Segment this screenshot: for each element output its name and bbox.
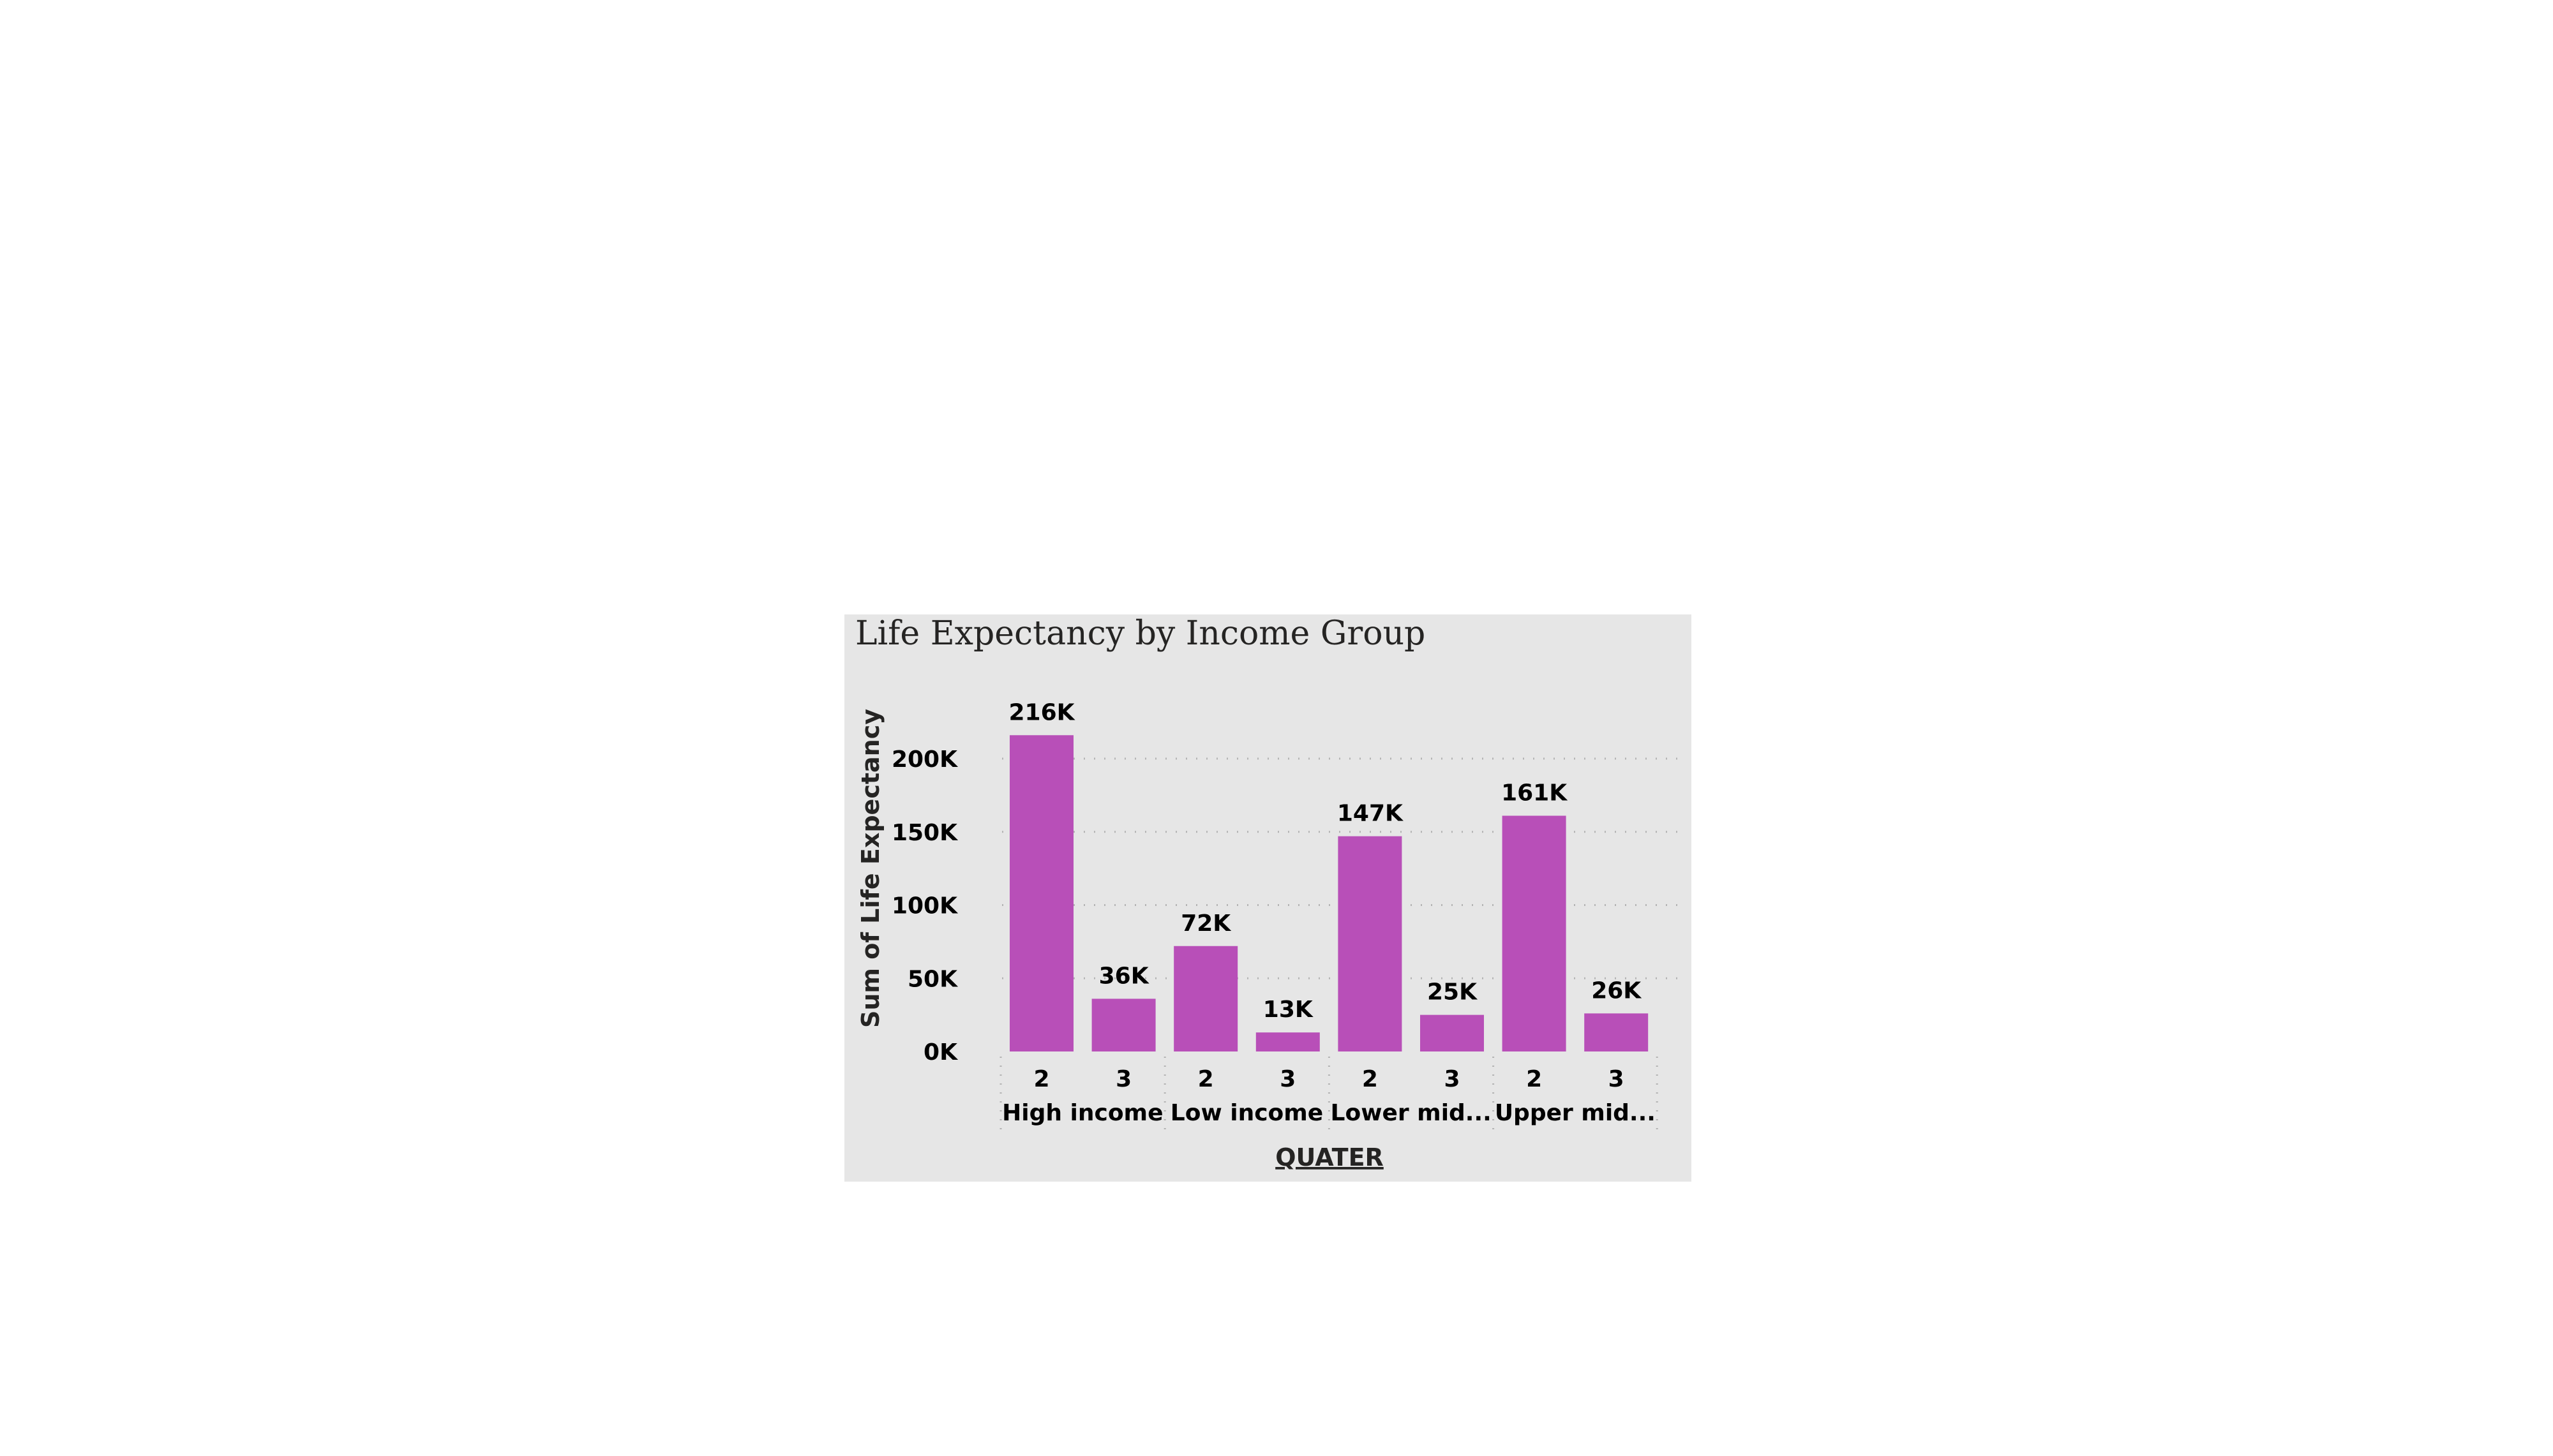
x-group-label: Upper mid... <box>1495 1100 1656 1126</box>
bar[interactable] <box>1502 815 1566 1051</box>
x-group-label: Lower mid... <box>1331 1100 1492 1126</box>
gridlines <box>1002 757 1684 979</box>
data-label: 147K <box>1337 801 1404 827</box>
x-tick-label: 3 <box>1280 1066 1296 1092</box>
bar[interactable] <box>1255 1032 1320 1051</box>
bar[interactable] <box>1010 735 1074 1051</box>
data-label: 161K <box>1501 780 1568 806</box>
y-axis: 0K 50K 100K 150K 200K <box>892 747 958 1066</box>
x-tick-label: 2 <box>1362 1066 1378 1092</box>
y-tick-label: 50K <box>908 966 958 992</box>
x-axis: 2 3 High income 2 3 Low income 2 3 Lower mid... 2… <box>1002 1066 1656 1126</box>
bar[interactable] <box>1174 946 1238 1051</box>
data-label: 36K <box>1099 963 1149 989</box>
y-tick-label: 200K <box>892 747 958 773</box>
data-label: 72K <box>1181 910 1231 937</box>
chart-visual[interactable]: Life Expectancy by Income Group 216K 36K 7… <box>844 614 1691 1182</box>
x-group-label: Low income <box>1171 1100 1323 1126</box>
x-tick-label: 3 <box>1444 1066 1460 1092</box>
bar[interactable] <box>1420 1014 1484 1051</box>
data-label: 216K <box>1008 699 1075 725</box>
x-tick-label: 3 <box>1608 1066 1624 1092</box>
x-tick-label: 2 <box>1526 1066 1542 1092</box>
chart-title: Life Expectancy by Income Group <box>855 614 1426 653</box>
data-label: 13K <box>1263 997 1314 1023</box>
bar[interactable] <box>1584 1013 1649 1051</box>
bar[interactable] <box>1091 999 1156 1051</box>
bar-chart: 216K 36K 72K 13K 147K 25K 161K 26K 0K 50K 100K 150… <box>857 699 1684 1171</box>
y-tick-label: 150K <box>892 820 958 846</box>
x-axis-title: QUATER <box>1275 1143 1384 1171</box>
x-tick-label: 2 <box>1033 1066 1049 1092</box>
y-tick-label: 100K <box>892 893 958 919</box>
x-group-label: High income <box>1002 1100 1163 1126</box>
y-axis-title: Sum of Life Expectancy <box>857 709 885 1028</box>
data-label: 26K <box>1591 977 1642 1004</box>
x-tick-label: 3 <box>1116 1066 1132 1092</box>
bars <box>1010 735 1649 1051</box>
x-tick-label: 2 <box>1198 1066 1214 1092</box>
y-tick-label: 0K <box>924 1039 958 1066</box>
bar[interactable] <box>1338 836 1402 1051</box>
data-label: 25K <box>1427 979 1478 1006</box>
data-labels: 216K 36K 72K 13K 147K 25K 161K 26K <box>1008 699 1642 1023</box>
